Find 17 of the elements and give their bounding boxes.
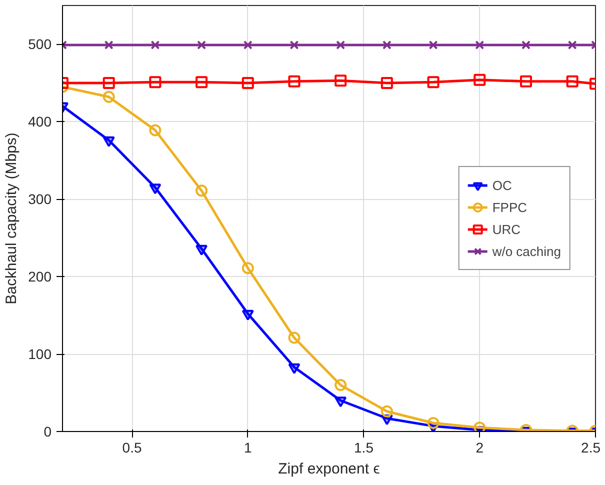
y-axis-title: Backhaul capacity (Mbps) <box>3 132 20 304</box>
y-tick-label: 400 <box>28 114 52 130</box>
legend-label: URC <box>492 222 521 236</box>
y-tick-label: 300 <box>28 191 52 208</box>
x-tick-label: 1.5 <box>354 440 374 456</box>
y-tick-label: 500 <box>28 36 52 52</box>
x-axis-title: Zipf exponent ϵ <box>278 460 380 478</box>
x-tick-label: 1 <box>244 440 252 456</box>
x-tick-label: 2 <box>476 440 484 456</box>
y-tick-label: 100 <box>28 346 52 362</box>
legend-label: OC <box>492 178 512 192</box>
x-tick-label: 2.5 <box>581 440 601 456</box>
legend-label: FPPC <box>492 200 528 214</box>
y-tick-label: 200 <box>28 268 52 285</box>
x-tick-label: 0.5 <box>122 440 142 456</box>
legend-label: w/o caching <box>492 244 561 258</box>
y-tick-label: 0 <box>44 424 52 440</box>
